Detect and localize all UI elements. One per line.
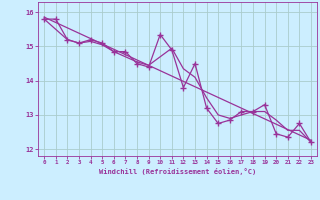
X-axis label: Windchill (Refroidissement éolien,°C): Windchill (Refroidissement éolien,°C) [99, 168, 256, 175]
